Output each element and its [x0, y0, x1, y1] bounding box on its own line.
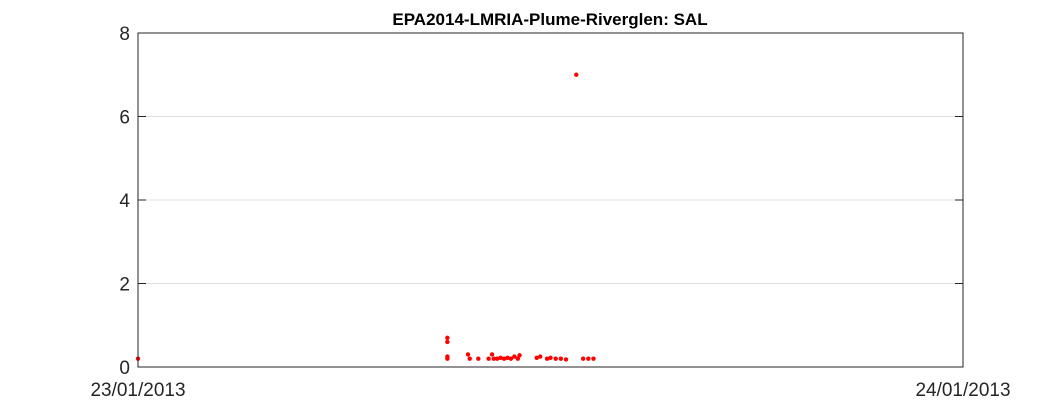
data-point [495, 356, 500, 361]
chart-title: EPA2014-LMRIA-Plume-Riverglen: SAL [392, 10, 707, 29]
data-point [548, 355, 553, 361]
y-tick-label: 2 [119, 275, 130, 296]
data-point [517, 353, 522, 358]
data-point [558, 356, 564, 361]
x-tick-label: 23/01/2013 [90, 380, 185, 401]
y-tick-label: 0 [119, 358, 130, 379]
data-point [491, 356, 496, 361]
data-point [544, 356, 550, 361]
x-tick-label: 24/01/2013 [915, 380, 1010, 401]
axis-ticks [137, 32, 964, 368]
data-point [515, 356, 521, 361]
y-tick-label: 8 [119, 24, 130, 45]
axis-tick-labels: 0 2 4 6 8 23/01/2013 24/01/2013 [90, 24, 1010, 401]
data-point [505, 355, 510, 361]
data-point [580, 356, 586, 361]
data-point [476, 356, 481, 361]
y-tick-label: 6 [119, 108, 130, 129]
data-point [501, 356, 507, 361]
data-point [465, 352, 471, 357]
data-point [534, 355, 539, 361]
data-point [508, 356, 514, 361]
data-point [512, 354, 517, 359]
data-point [563, 357, 569, 362]
data-point [445, 339, 450, 345]
data-point [574, 72, 579, 77]
data-point [537, 354, 543, 359]
data-point [591, 356, 596, 361]
grid-lines [138, 116, 963, 284]
y-tick-label: 4 [119, 191, 130, 212]
data-point [498, 355, 503, 361]
data-point [489, 352, 495, 357]
data-points [135, 72, 596, 362]
data-point [486, 356, 491, 361]
data-point [586, 356, 591, 361]
data-point [445, 356, 450, 361]
data-point [445, 335, 450, 340]
data-point [553, 356, 558, 361]
data-point [467, 356, 472, 361]
